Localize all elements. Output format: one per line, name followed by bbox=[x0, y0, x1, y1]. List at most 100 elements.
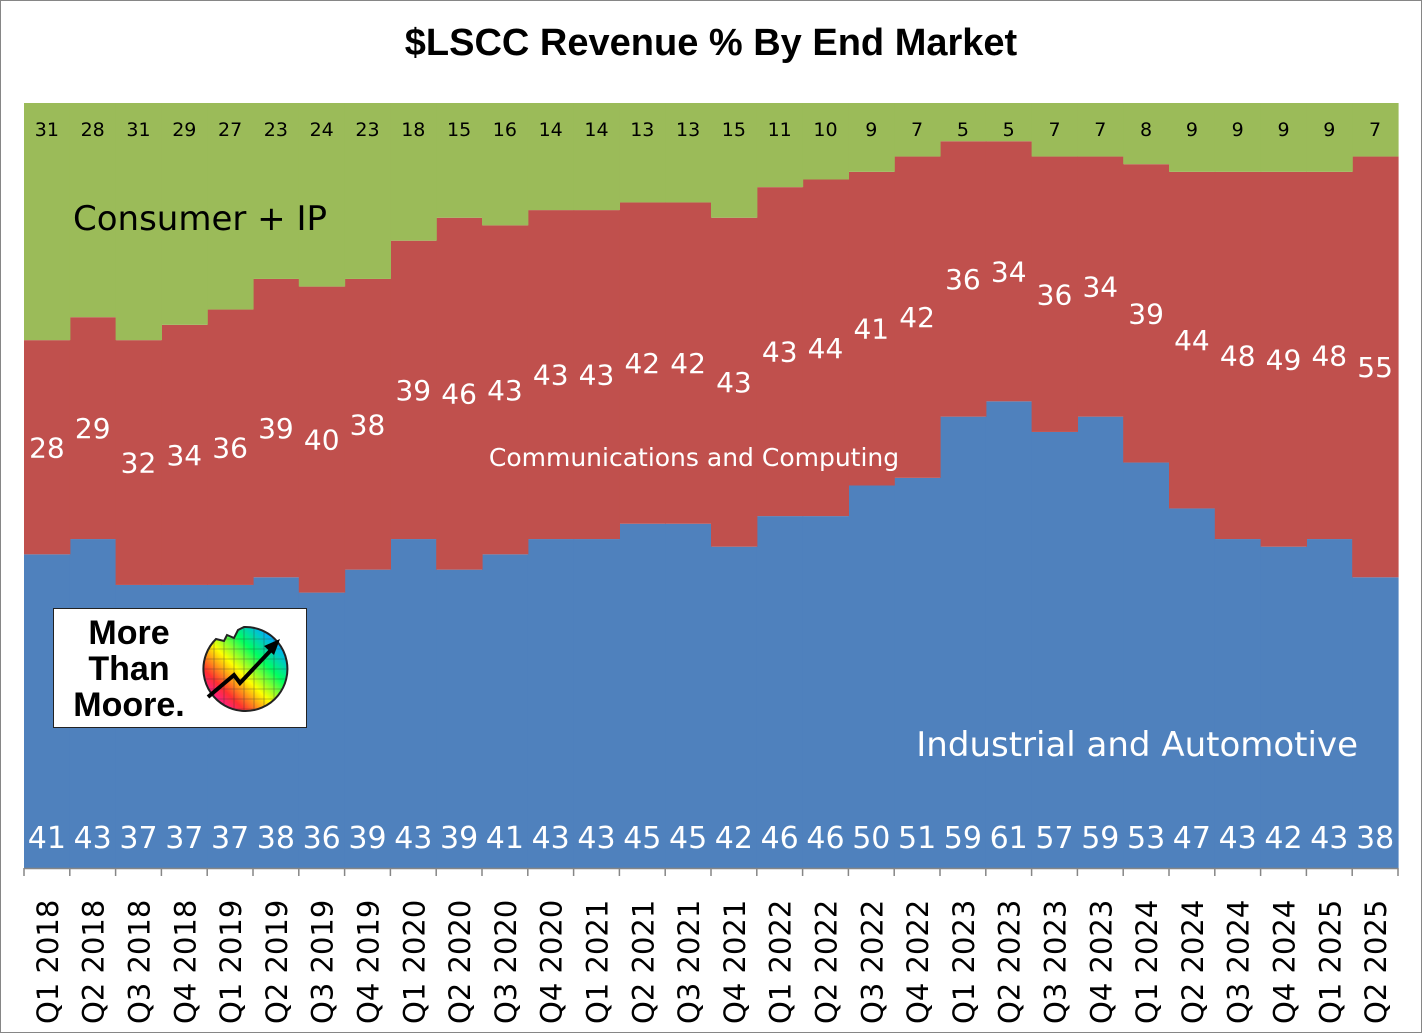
consumer-ip-bar-12 bbox=[573, 103, 620, 211]
communications-and-computing-bar-27 bbox=[1260, 171, 1307, 547]
industrial-and-automotive-bar-15 bbox=[711, 546, 758, 868]
communications-label-1: 29 bbox=[75, 412, 111, 445]
communications-label-3: 34 bbox=[166, 439, 202, 472]
x-tick-label-10: Q3 2020 bbox=[489, 900, 523, 1024]
x-tick-label-2: Q3 2018 bbox=[123, 900, 157, 1024]
industrial-label-22: 57 bbox=[1035, 821, 1073, 856]
consumer-label-0: 31 bbox=[35, 119, 59, 141]
consumer-ip-bar-19 bbox=[894, 103, 941, 157]
communications-label-10: 43 bbox=[487, 374, 523, 407]
x-tick-label-12: Q1 2021 bbox=[581, 900, 615, 1024]
communications-label-14: 42 bbox=[670, 347, 706, 380]
communications-and-computing-bar-4 bbox=[207, 309, 254, 585]
communications-label-19: 42 bbox=[899, 301, 935, 334]
x-tick-label-3: Q4 2018 bbox=[168, 900, 202, 1024]
consumer-label-9: 15 bbox=[447, 119, 471, 141]
x-tick-label-16: Q1 2022 bbox=[764, 900, 798, 1024]
consumer-label-20: 5 bbox=[957, 119, 969, 141]
x-tick-label-21: Q2 2023 bbox=[993, 900, 1027, 1024]
industrial-and-automotive-bar-7 bbox=[344, 569, 391, 868]
communications-label-23: 34 bbox=[1082, 271, 1118, 304]
consumer-ip-bar-25 bbox=[1169, 103, 1216, 172]
industrial-and-automotive-bar-11 bbox=[527, 539, 575, 868]
industrial-and-automotive-bar-23 bbox=[1077, 416, 1124, 868]
industrial-and-automotive-bar-12 bbox=[573, 539, 620, 868]
consumer-label-11: 14 bbox=[539, 119, 563, 141]
industrial-label-27: 42 bbox=[1264, 821, 1302, 856]
communications-label-5: 39 bbox=[258, 412, 294, 445]
communications-and-computing-bar-11 bbox=[527, 210, 575, 540]
industrial-label-14: 45 bbox=[669, 821, 707, 856]
consumer-label-13: 13 bbox=[630, 119, 654, 141]
industrial-label-20: 59 bbox=[944, 821, 982, 856]
communications-and-computing-bar-26 bbox=[1214, 171, 1262, 540]
industrial-and-automotive-bar-19 bbox=[894, 477, 941, 868]
communications-and-computing-bar-29 bbox=[1352, 156, 1399, 578]
industrial-label-28: 43 bbox=[1310, 821, 1348, 856]
industrial-and-automotive-bar-16 bbox=[756, 516, 804, 868]
industrial-label-16: 46 bbox=[761, 821, 799, 856]
consumer-ip-bar-29 bbox=[1352, 103, 1399, 157]
industrial-and-automotive-bar-13 bbox=[619, 523, 666, 868]
communications-and-computing-bar-6 bbox=[298, 286, 346, 593]
consumer-label-24: 8 bbox=[1140, 119, 1152, 141]
x-tick-label-15: Q4 2021 bbox=[718, 900, 752, 1024]
industrial-and-automotive-bar-10 bbox=[482, 554, 529, 868]
x-tick-label-18: Q3 2022 bbox=[855, 900, 889, 1024]
x-tick-label-20: Q1 2023 bbox=[947, 900, 981, 1024]
more-than-moore-logo: More Than Moore. bbox=[53, 608, 307, 728]
industrial-label-21: 61 bbox=[990, 821, 1028, 856]
consumer-ip-bar-0 bbox=[24, 103, 71, 341]
industrial-label-5: 38 bbox=[257, 821, 295, 856]
consumer-ip-bar-9 bbox=[436, 103, 483, 218]
consumer-ip-bar-10 bbox=[482, 103, 529, 226]
series-label-industrial: Industrial and Automotive bbox=[916, 725, 1358, 765]
industrial-and-automotive-bar-9 bbox=[436, 569, 483, 868]
consumer-ip-bar-13 bbox=[619, 103, 666, 203]
consumer-ip-bar-6 bbox=[298, 103, 346, 287]
consumer-label-6: 24 bbox=[310, 119, 334, 141]
communications-and-computing-bar-8 bbox=[390, 240, 437, 540]
industrial-label-19: 51 bbox=[898, 821, 936, 856]
consumer-label-1: 28 bbox=[81, 119, 105, 141]
industrial-label-12: 43 bbox=[577, 821, 615, 856]
consumer-label-26: 9 bbox=[1232, 119, 1244, 141]
industrial-label-26: 43 bbox=[1219, 821, 1257, 856]
consumer-ip-bar-1 bbox=[69, 103, 117, 318]
communications-and-computing-bar-3 bbox=[161, 324, 208, 585]
industrial-label-4: 37 bbox=[211, 821, 249, 856]
communications-label-7: 38 bbox=[350, 408, 386, 441]
consumer-ip-bar-22 bbox=[1031, 103, 1078, 157]
consumer-label-29: 7 bbox=[1369, 119, 1381, 141]
industrial-and-automotive-bar-22 bbox=[1031, 431, 1078, 868]
consumer-label-10: 16 bbox=[493, 119, 517, 141]
x-tick-label-1: Q2 2018 bbox=[77, 900, 111, 1024]
consumer-ip-bar-3 bbox=[161, 103, 208, 325]
industrial-label-2: 37 bbox=[119, 821, 157, 856]
x-tick-label-17: Q2 2022 bbox=[810, 900, 844, 1024]
logo-line-1: More bbox=[88, 614, 170, 652]
industrial-label-18: 50 bbox=[852, 821, 890, 856]
communications-label-29: 55 bbox=[1357, 351, 1393, 384]
industrial-and-automotive-bar-14 bbox=[665, 523, 712, 868]
series-label-communications: Communications and Computing bbox=[489, 443, 899, 472]
x-tick-label-9: Q2 2020 bbox=[443, 900, 477, 1024]
consumer-label-28: 9 bbox=[1323, 119, 1335, 141]
consumer-label-17: 10 bbox=[813, 119, 837, 141]
communications-and-computing-bar-19 bbox=[894, 156, 941, 478]
consumer-label-7: 23 bbox=[355, 119, 379, 141]
consumer-ip-bar-17 bbox=[802, 103, 849, 180]
communications-label-21: 34 bbox=[991, 255, 1027, 288]
industrial-label-29: 38 bbox=[1356, 821, 1394, 856]
communications-label-15: 43 bbox=[716, 366, 752, 399]
communications-and-computing-bar-9 bbox=[436, 217, 483, 570]
x-tick-label-5: Q2 2019 bbox=[260, 900, 294, 1024]
industrial-and-automotive-bar-20 bbox=[940, 416, 987, 868]
communications-label-28: 48 bbox=[1311, 339, 1347, 372]
logo-text: More Than Moore. bbox=[64, 615, 194, 723]
x-tick-label-14: Q3 2021 bbox=[672, 900, 706, 1024]
industrial-label-11: 43 bbox=[532, 821, 570, 856]
x-tick-label-24: Q1 2024 bbox=[1130, 900, 1164, 1024]
x-tick-label-25: Q2 2024 bbox=[1176, 900, 1210, 1024]
